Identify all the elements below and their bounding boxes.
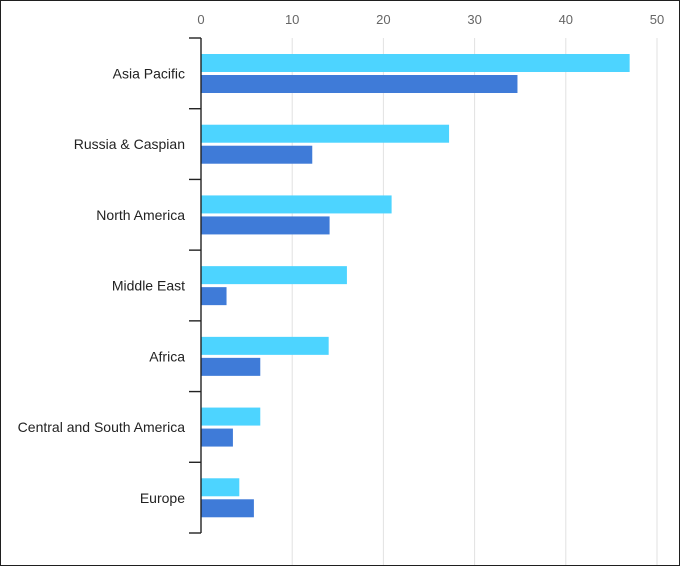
x-tick-label: 50 [650,12,664,27]
category-label: Africa [149,348,185,364]
category-label: Europe [140,490,185,506]
x-tick-label: 30 [467,12,481,27]
category-label: Russia & Caspian [74,136,185,152]
bar [201,266,347,285]
category-label: Central and South America [18,419,186,435]
grid-layer [291,38,658,565]
axis-layer [189,37,202,534]
bar-layer [201,54,630,518]
x-tick-label: 10 [285,12,299,27]
bar [201,195,392,214]
bar [201,287,227,306]
bar [201,499,254,518]
x-tick-label: 0 [197,12,204,27]
bar [201,336,329,355]
bar [201,407,261,426]
bar [201,357,261,376]
bar [201,478,240,497]
bar [201,54,630,72]
x-tick-label: 40 [559,12,573,27]
bar [201,124,450,143]
category-label: North America [96,207,185,223]
bar [201,216,330,235]
category-label: Asia Pacific [113,66,185,82]
bar [201,428,233,447]
label-layer: 0 10 20 30 40 50 Asia Pacific Russia & Caspian N… [18,12,665,506]
bar [201,145,313,164]
x-tick-label: 20 [376,12,390,27]
category-label: Middle East [112,278,185,294]
bar [201,75,518,93]
